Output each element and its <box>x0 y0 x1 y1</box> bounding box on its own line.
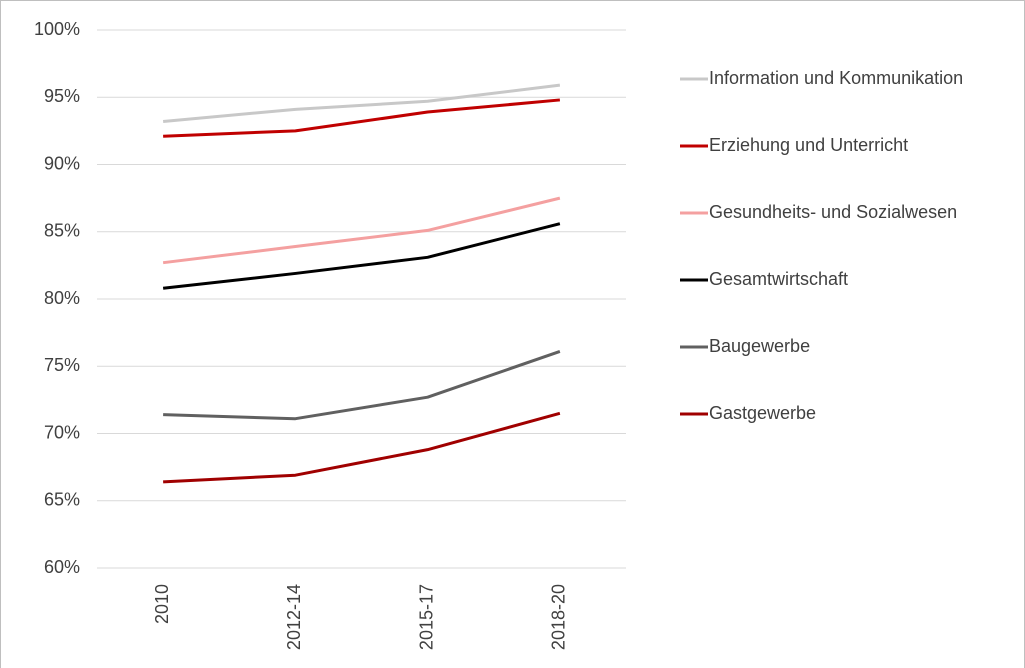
y-tick-label: 80% <box>44 288 80 308</box>
y-tick-label: 95% <box>44 86 80 106</box>
y-tick-label: 65% <box>44 490 80 510</box>
y-tick-label: 85% <box>44 221 80 241</box>
series-line <box>162 222 561 290</box>
legend: Information und Kommunikation Erziehung u… <box>680 68 963 423</box>
legend-label: Gastgewerbe <box>709 403 816 423</box>
legend-label: Information und Kommunikation <box>709 68 963 88</box>
x-tick-label: 2012-14 <box>284 584 304 650</box>
y-tick-label: 75% <box>44 355 80 375</box>
series-line <box>162 196 561 265</box>
y-tick-label: 100% <box>34 19 80 39</box>
y-tick-label: 90% <box>44 153 80 173</box>
legend-label: Baugewerbe <box>709 336 810 356</box>
legend-label: Gesamtwirtschaft <box>709 269 848 289</box>
y-tick-label: 70% <box>44 422 80 442</box>
legend-label: Erziehung und Unterricht <box>709 135 908 155</box>
x-tick-label: 2010 <box>152 584 172 624</box>
series-line <box>163 350 561 421</box>
series-line <box>162 83 561 123</box>
series-line <box>163 411 561 484</box>
series-line <box>163 98 561 138</box>
x-tick-label: 2015-17 <box>416 584 436 650</box>
x-tick-label: 2018-20 <box>549 584 569 650</box>
legend-label: Gesundheits- und Sozialwesen <box>709 202 957 222</box>
y-tick-label: 60% <box>44 557 80 577</box>
